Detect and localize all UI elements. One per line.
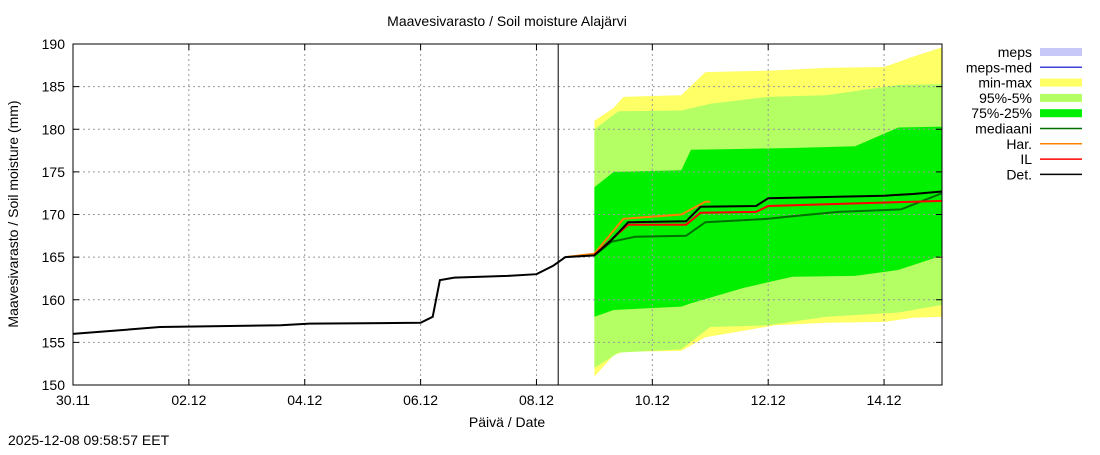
- series-Har-: [565, 200, 711, 259]
- x-tick-label: 08.12: [519, 392, 554, 408]
- y-tick-label: 180: [42, 121, 66, 137]
- legend-swatch: [1040, 78, 1082, 87]
- legend-label: mediaani: [975, 121, 1032, 137]
- legend-label: IL: [1020, 151, 1032, 167]
- legend-label: Det.: [1006, 166, 1032, 182]
- x-tick-label: 30.11: [56, 392, 90, 408]
- timestamp: 2025-12-08 09:58:57 EET: [8, 432, 170, 448]
- y-tick-label: 160: [42, 292, 66, 308]
- y-tick-label: 190: [42, 36, 66, 52]
- x-tick-label: 10.12: [635, 392, 670, 408]
- legend-swatch: [1040, 109, 1082, 118]
- y-tick-label: 150: [42, 377, 66, 393]
- band-75-25-: [594, 126, 942, 317]
- legend-swatch: [1040, 48, 1082, 56]
- y-tick-label: 165: [42, 249, 66, 265]
- series-Det-: [72, 190, 943, 335]
- y-tick-label: 185: [42, 79, 66, 95]
- legend-label: 75%-25%: [971, 105, 1032, 121]
- y-tick-label: 155: [42, 334, 66, 350]
- legend-label: Har.: [1006, 136, 1032, 152]
- y-axis-label: Maavesivarasto / Soil moisture (mm): [5, 100, 21, 327]
- x-tick-label: 14.12: [867, 392, 902, 408]
- x-axis-label: Päivä / Date: [469, 414, 545, 430]
- legend-swatch: [1040, 93, 1082, 102]
- x-tick-label: 06.12: [403, 392, 438, 408]
- x-tick-label: 04.12: [287, 392, 322, 408]
- series-IL: [593, 199, 943, 256]
- legend-label: meps-med: [966, 59, 1032, 75]
- x-tick-label: 12.12: [751, 392, 786, 408]
- y-tick-label: 170: [42, 207, 66, 223]
- legend-label: 95%-5%: [979, 90, 1032, 106]
- x-tick-label: 02.12: [171, 392, 206, 408]
- series-mediaani: [593, 192, 943, 257]
- y-tick-label: 175: [42, 164, 66, 180]
- legend-label: min-max: [978, 75, 1032, 91]
- legend-label: meps: [998, 44, 1032, 60]
- chart-title: Maavesivarasto / Soil moisture Alajärvi: [387, 13, 627, 29]
